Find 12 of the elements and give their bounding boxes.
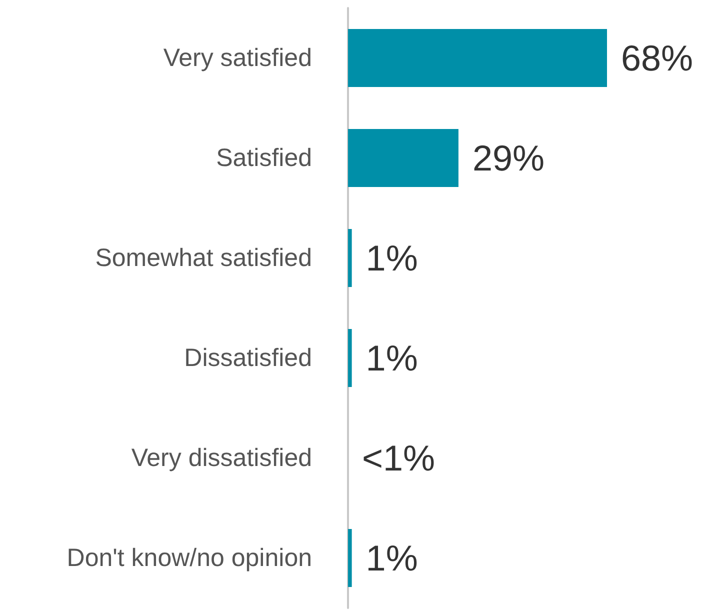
- data-label: 1%: [366, 338, 418, 378]
- y-tick-label: Very dissatisfied: [131, 444, 312, 472]
- data-label: 68%: [621, 38, 694, 78]
- y-tick-label: Dissatisfied: [184, 344, 312, 372]
- y-tick-label: Satisfied: [216, 144, 312, 172]
- data-label: <1%: [362, 438, 436, 478]
- y-tick-label: Very satisfied: [163, 44, 312, 72]
- y-tick-label: Somewhat satisfied: [95, 244, 312, 272]
- y-tick-label: Don't know/no opinion: [66, 544, 312, 572]
- data-label: 1%: [366, 538, 418, 578]
- data-label: 1%: [366, 238, 418, 278]
- data-label: 29%: [472, 138, 545, 178]
